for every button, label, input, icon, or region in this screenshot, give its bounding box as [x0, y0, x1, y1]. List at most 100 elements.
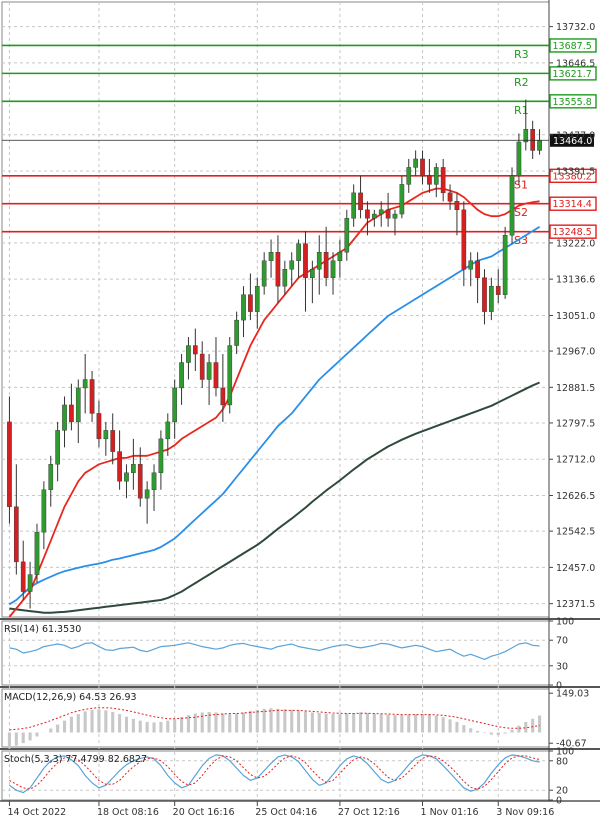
candle-body	[454, 201, 460, 211]
candle-body	[537, 140, 542, 151]
candle-body	[248, 294, 253, 312]
y-tick-label: 13051.0	[556, 311, 595, 322]
candle-body	[192, 345, 198, 355]
level-name-s3: S3	[514, 234, 528, 247]
candle-body	[440, 167, 446, 194]
main-panel	[1, 1, 550, 618]
candle-body	[530, 129, 536, 151]
stoch-k-line	[9, 754, 540, 794]
level-price-label-s2: 13314.4	[553, 199, 592, 210]
candle-body	[268, 252, 274, 261]
candle-body	[365, 209, 370, 219]
x-tick-label: 3 Nov 09:16	[496, 807, 554, 818]
y-tick-label: 12542.5	[556, 527, 595, 538]
y-tick-label: 13646.5	[556, 58, 595, 69]
moving-average-slow	[9, 381, 540, 614]
candle-body	[103, 430, 109, 440]
level-name-r1: R1	[514, 104, 529, 117]
x-tick-label: 1 Nov 01:16	[421, 807, 479, 818]
candle-body	[489, 285, 494, 312]
osc-tick-label: 20	[556, 786, 568, 797]
candle-body	[186, 345, 191, 363]
candle-body	[275, 252, 281, 287]
candle-body	[241, 294, 246, 321]
level-price-box	[549, 38, 597, 53]
moving-average-fast	[8, 187, 540, 618]
candle-body	[344, 218, 350, 253]
osc-tick-label: 149.03	[556, 689, 589, 700]
candle-body	[34, 531, 40, 575]
level-name-r2: R2	[514, 76, 529, 89]
candle-body	[433, 167, 439, 185]
candle-body	[206, 362, 212, 380]
candle-body	[62, 404, 67, 431]
osc-tick-label: 30	[556, 661, 568, 672]
x-tick-label: 25 Oct 04:16	[255, 807, 317, 818]
candle-body	[13, 506, 19, 563]
candle-body	[69, 404, 74, 423]
level-name-s2: S2	[514, 206, 528, 219]
candle-body	[55, 430, 60, 465]
level-price-box	[549, 94, 597, 109]
candle-body	[516, 141, 522, 177]
candle-body	[482, 277, 487, 312]
candle-body	[124, 472, 129, 482]
osc-tick-label: 100	[556, 747, 574, 758]
candle-body	[110, 430, 116, 452]
candle-body	[378, 209, 384, 215]
current-price-box	[550, 133, 594, 147]
candle-body	[158, 438, 164, 473]
level-price-box	[549, 224, 597, 239]
y-tick-label: 12371.5	[556, 599, 595, 610]
candle-body	[392, 213, 398, 219]
candle-body	[399, 184, 405, 215]
y-tick-label: 12797.5	[556, 418, 595, 429]
candle-body	[254, 285, 260, 312]
candle-body	[468, 260, 474, 270]
level-price-label-s1: 13380.2	[553, 171, 592, 182]
candle-body	[82, 379, 88, 389]
candle-body	[131, 464, 136, 473]
rsi-panel	[1, 620, 550, 686]
candle-body	[461, 209, 467, 270]
level-price-label-r1: 13555.8	[553, 97, 592, 108]
candle-body	[406, 167, 412, 185]
candle-body	[495, 285, 501, 295]
candle-body	[144, 489, 150, 499]
level-name-r3: R3	[514, 48, 529, 61]
candle-body	[447, 192, 453, 202]
rsi-label: RSI(14) 61.3530	[4, 624, 81, 635]
candle-body	[27, 574, 33, 592]
candle-body	[289, 260, 295, 270]
candle-body	[509, 175, 515, 236]
level-price-label-r3: 13687.5	[553, 41, 592, 52]
candle-body	[89, 379, 95, 414]
macd-label: MACD(12,26,9) 64.53 26.93	[4, 692, 137, 703]
candle-body	[337, 252, 343, 261]
candle-body	[330, 260, 336, 278]
y-tick-label: 12712.0	[556, 455, 595, 466]
moving-average-medium	[8, 226, 541, 606]
candle-body	[296, 243, 301, 261]
current-price-label: 13464.0	[553, 136, 592, 147]
osc-tick-label: 0	[556, 681, 562, 692]
y-tick-label: 13391.5	[556, 167, 595, 178]
candle-body	[151, 472, 157, 490]
macd-signal-line	[9, 707, 540, 731]
y-tick-label: 13477.0	[556, 130, 595, 141]
candle-body	[165, 421, 171, 440]
rsi-line	[9, 642, 540, 661]
level-price-box	[549, 66, 597, 81]
candle-body	[75, 387, 81, 423]
candle-body	[413, 158, 418, 168]
x-tick-label: 18 Oct 08:16	[97, 807, 159, 818]
osc-tick-label: -40.67	[556, 739, 587, 750]
candle-body	[117, 451, 122, 482]
y-tick-label: 12457.0	[556, 563, 595, 574]
y-tick-label: 13732.0	[556, 22, 595, 33]
candle-body	[358, 192, 363, 211]
x-tick-label: 27 Oct 12:16	[338, 807, 400, 818]
candle-body	[220, 387, 226, 406]
x-tick-label: 20 Oct 16:16	[173, 807, 235, 818]
candle-body	[234, 319, 239, 346]
